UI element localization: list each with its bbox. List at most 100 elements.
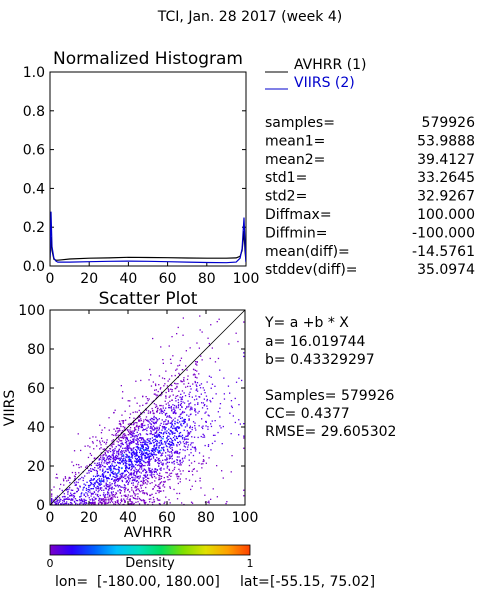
scatter-point (169, 395, 171, 397)
scatter-point (107, 502, 109, 504)
scatter-point (219, 403, 222, 405)
scatter-point (154, 438, 156, 440)
scatter-point (124, 501, 126, 503)
scatter-point (156, 439, 158, 442)
scatter-point (173, 463, 175, 465)
scatter-point (96, 472, 98, 474)
scatter-point (76, 490, 78, 493)
scatter-point (115, 493, 118, 495)
stat-label: stddev(diff)= (265, 262, 358, 278)
scatter-point (104, 459, 106, 461)
scatter-point (158, 484, 160, 486)
scatter-point (121, 430, 124, 432)
scatter-point (133, 479, 135, 481)
scatter-point (131, 455, 133, 457)
scatter-point (158, 436, 161, 438)
scatter-point (202, 427, 204, 430)
scatter-point (162, 452, 164, 454)
scatter-point (102, 448, 104, 450)
scatter-point (127, 494, 129, 496)
scatter-point (121, 480, 124, 483)
scatter-point (107, 451, 109, 454)
scatter-point (175, 383, 177, 385)
scatter-point (142, 481, 144, 484)
scatter-point (135, 443, 137, 445)
scatter-point (136, 475, 138, 478)
scatter-point (149, 471, 152, 473)
scatter-point (179, 440, 181, 443)
scatter-point (105, 443, 107, 445)
scatter-point (139, 475, 141, 477)
scatter-point (155, 454, 158, 456)
scatter-point (155, 421, 157, 424)
scatter-point (165, 432, 168, 435)
scatter-point (136, 425, 138, 427)
scatter-point (108, 429, 110, 431)
scatter-point (147, 447, 149, 450)
scatter-point (111, 454, 113, 456)
scatter-point (121, 500, 123, 502)
scatter-point (188, 470, 190, 472)
scatter-point (129, 495, 132, 497)
scatter-point (89, 491, 91, 493)
scatter-point (140, 453, 142, 456)
scatter-point (139, 440, 141, 442)
scatter-point (69, 503, 72, 505)
scatter-point (152, 442, 155, 444)
scatter-point (89, 452, 91, 455)
scatter-point (198, 373, 200, 375)
scatter-point (136, 417, 139, 419)
scatter-point (164, 400, 166, 402)
scatter-point (110, 499, 113, 501)
scatter-point (126, 454, 128, 456)
scatter-point (194, 408, 196, 410)
scatter-point (124, 433, 126, 435)
scatter-point (189, 432, 191, 434)
scatter-point (153, 423, 156, 425)
scatter-point (142, 441, 145, 443)
scatter-point (183, 503, 185, 505)
scatter-point (132, 440, 134, 443)
scatter-point (145, 471, 148, 474)
scatter-point (191, 396, 193, 398)
scatter-point (92, 488, 94, 490)
scatter-point (125, 441, 128, 443)
scatter-point (105, 482, 107, 484)
scatter-point (203, 460, 205, 462)
scatter-point (114, 462, 116, 464)
histogram-plot-frame (49, 71, 247, 267)
scatter-point (151, 450, 153, 452)
scatter-point (172, 411, 174, 413)
scatter-point (169, 487, 171, 489)
scatter-point (73, 495, 75, 497)
scatter-point (169, 422, 171, 424)
scatter-point (97, 467, 99, 469)
scatter-point (176, 450, 179, 453)
scatter-point (181, 438, 184, 440)
scatter-point (132, 440, 134, 442)
scatter-point (169, 444, 171, 446)
scatter-point (142, 454, 144, 456)
scatter-point (161, 429, 163, 431)
scatter-point (152, 440, 154, 442)
scatter-point (147, 461, 149, 464)
scatter-point (132, 472, 135, 474)
scatter-point (90, 482, 93, 484)
scatter-point (128, 405, 131, 407)
scatter-point (174, 382, 176, 384)
scatter-y-label: VIIRS (2, 390, 18, 427)
scatter-point (151, 482, 153, 484)
scatter-point (208, 502, 210, 504)
scatter-point (165, 496, 167, 498)
scatter-point (147, 419, 149, 421)
scatter-point (174, 374, 176, 377)
scatter-point (125, 434, 127, 436)
scatter-point (173, 460, 176, 462)
scatter-point (169, 358, 172, 360)
scatter-point (112, 498, 114, 500)
scatter-point (198, 410, 200, 413)
scatter-point (200, 355, 202, 357)
scatter-point (106, 456, 108, 458)
scatter-point (171, 462, 173, 464)
scatter-point (91, 498, 93, 500)
